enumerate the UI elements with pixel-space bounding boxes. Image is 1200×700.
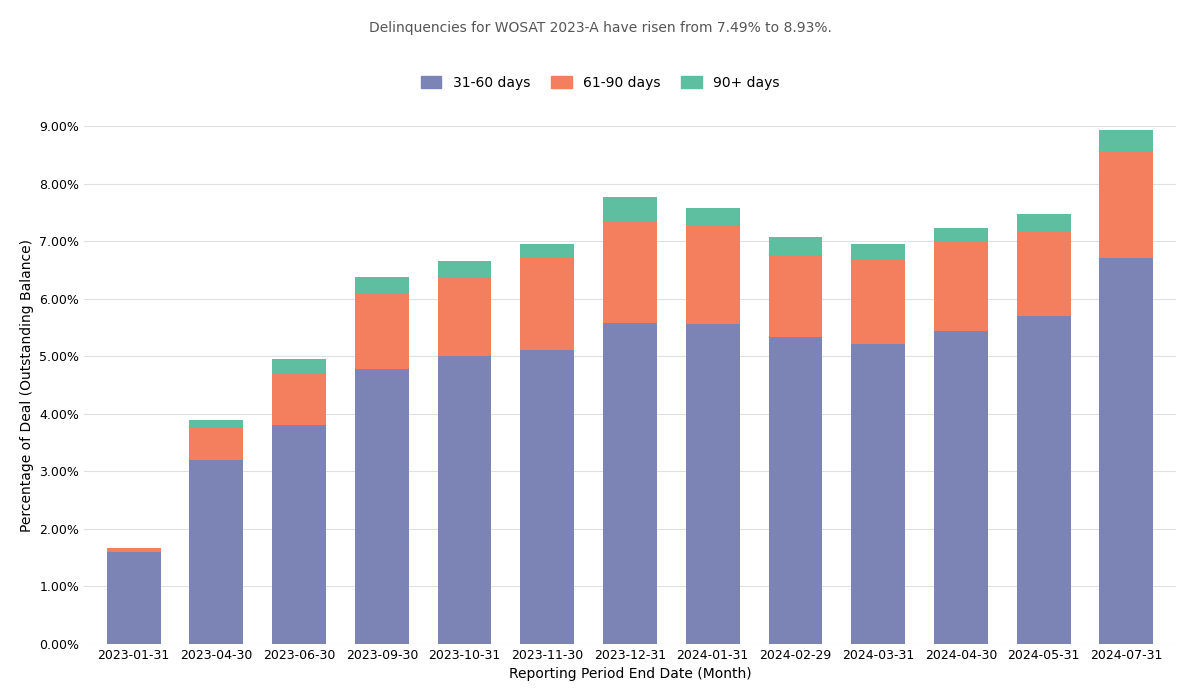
Bar — [355, 293, 409, 369]
Bar — [686, 324, 739, 644]
Bar — [1099, 258, 1153, 644]
Legend: 31-60 days, 61-90 days, 90+ days: 31-60 days, 61-90 days, 90+ days — [415, 70, 785, 95]
Bar — [272, 374, 326, 426]
Bar — [521, 244, 574, 258]
Bar — [768, 255, 822, 337]
Bar — [190, 427, 244, 460]
Bar — [521, 351, 574, 644]
Bar — [1099, 150, 1153, 258]
Bar — [355, 369, 409, 644]
Bar — [190, 420, 244, 427]
Bar — [934, 241, 988, 331]
X-axis label: Reporting Period End Date (Month): Reporting Period End Date (Month) — [509, 667, 751, 681]
Text: Delinquencies for WOSAT 2023-A have risen from 7.49% to 8.93%.: Delinquencies for WOSAT 2023-A have rise… — [368, 21, 832, 35]
Bar — [851, 244, 905, 260]
Bar — [851, 260, 905, 344]
Bar — [1016, 316, 1070, 644]
Bar — [934, 331, 988, 644]
Bar — [934, 228, 988, 241]
Bar — [107, 552, 161, 644]
Bar — [1016, 232, 1070, 316]
Bar — [438, 356, 492, 644]
Bar — [604, 221, 656, 323]
Bar — [438, 260, 492, 276]
Bar — [107, 548, 161, 552]
Bar — [686, 225, 739, 324]
Bar — [190, 460, 244, 644]
Bar — [686, 208, 739, 225]
Bar — [1016, 214, 1070, 232]
Bar — [272, 426, 326, 644]
Bar — [768, 337, 822, 644]
Bar — [521, 258, 574, 351]
Bar — [272, 359, 326, 374]
Bar — [851, 344, 905, 644]
Bar — [768, 237, 822, 255]
Bar — [355, 276, 409, 293]
Bar — [438, 276, 492, 356]
Bar — [1099, 130, 1153, 150]
Bar — [604, 197, 656, 221]
Y-axis label: Percentage of Deal (Outstanding Balance): Percentage of Deal (Outstanding Balance) — [19, 239, 34, 531]
Bar — [604, 323, 656, 644]
